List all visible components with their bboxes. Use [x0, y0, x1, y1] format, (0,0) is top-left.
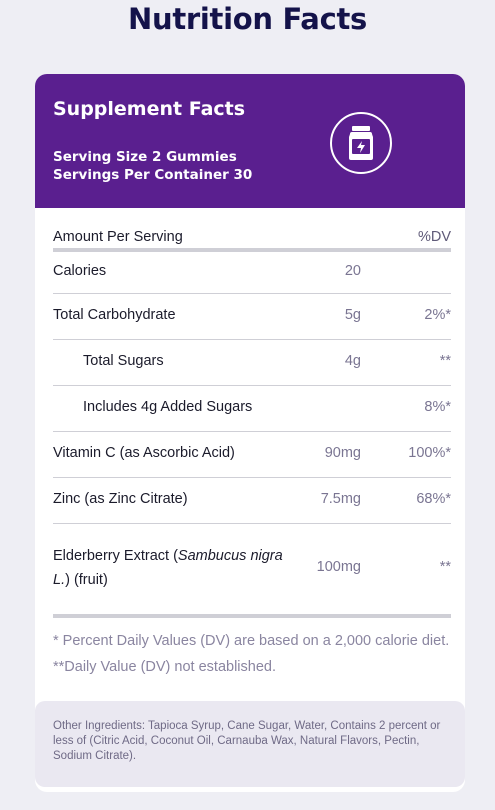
nutrient-label: Zinc (as Zinc Citrate)	[53, 491, 188, 507]
other-ingredients: Other Ingredients: Tapioca Syrup, Cane S…	[35, 701, 465, 787]
supplement-facts-card: Supplement Facts Serving Size 2 Gummies …	[35, 74, 465, 792]
nutrient-label: Total Carbohydrate	[53, 307, 176, 323]
nutrient-dv: 68%*	[416, 491, 451, 507]
nutrient-label-prefix: Elderberry Extract (	[53, 548, 178, 564]
table-row: Includes 4g Added Sugars 8%*	[53, 386, 451, 432]
table-row: Total Carbohydrate 5g 2%*	[53, 294, 451, 340]
nutrient-amount: 100mg	[316, 559, 361, 575]
nutrient-label: Vitamin C (as Ascorbic Acid)	[53, 445, 235, 461]
table-row: Total Sugars 4g **	[53, 340, 451, 386]
supplement-facts-title: Supplement Facts	[53, 98, 246, 120]
nutrient-label: Elderberry Extract (Sambucus nigra L.) (…	[53, 544, 283, 592]
nutrient-dv: 2%*	[424, 307, 451, 323]
supplement-jar-icon	[349, 126, 373, 160]
nutrient-amount: 90mg	[324, 445, 361, 461]
nutrient-amount: 4g	[344, 353, 361, 369]
nutrient-amount: 5g	[344, 307, 361, 323]
nutrient-dv: **	[439, 353, 451, 369]
nutrition-table: Amount Per Serving %DV Calories 20 Total…	[53, 224, 451, 618]
supplement-facts-header: Supplement Facts Serving Size 2 Gummies …	[35, 74, 465, 208]
dv-footnote: * Percent Daily Values (DV) are based on…	[53, 633, 450, 675]
servings-per-container: Servings Per Container 30	[53, 167, 253, 183]
table-row: Zinc (as Zinc Citrate) 7.5mg 68%*	[53, 478, 451, 524]
nutrient-dv: 8%*	[424, 399, 451, 415]
table-row: Calories 20	[53, 252, 451, 294]
table-row: Vitamin C (as Ascorbic Acid) 90mg 100%*	[53, 432, 451, 478]
nutrient-dv: 100%*	[408, 445, 451, 461]
dv-column-label: %DV	[417, 229, 451, 245]
nutrient-label: Calories	[53, 263, 107, 279]
nutrient-amount: 20	[344, 263, 361, 279]
table-heading-row: Amount Per Serving %DV	[53, 224, 451, 252]
nutrient-label: Includes 4g Added Sugars	[83, 399, 253, 415]
nutrient-label-suffix: ) (fruit)	[65, 572, 108, 588]
botanical-name: Sambucus nigra L.	[53, 548, 283, 588]
table-row: Elderberry Extract (Sambucus nigra L.) (…	[53, 524, 451, 618]
amount-per-serving-label: Amount Per Serving	[53, 229, 183, 245]
nutrient-label: Total Sugars	[83, 353, 164, 369]
supplement-badge	[330, 112, 392, 174]
page-title: Nutrition Facts	[128, 2, 367, 36]
nutrient-dv: **	[439, 559, 451, 575]
nutrient-amount: 7.5mg	[320, 491, 361, 507]
serving-size: Serving Size 2 Gummies	[53, 149, 237, 165]
